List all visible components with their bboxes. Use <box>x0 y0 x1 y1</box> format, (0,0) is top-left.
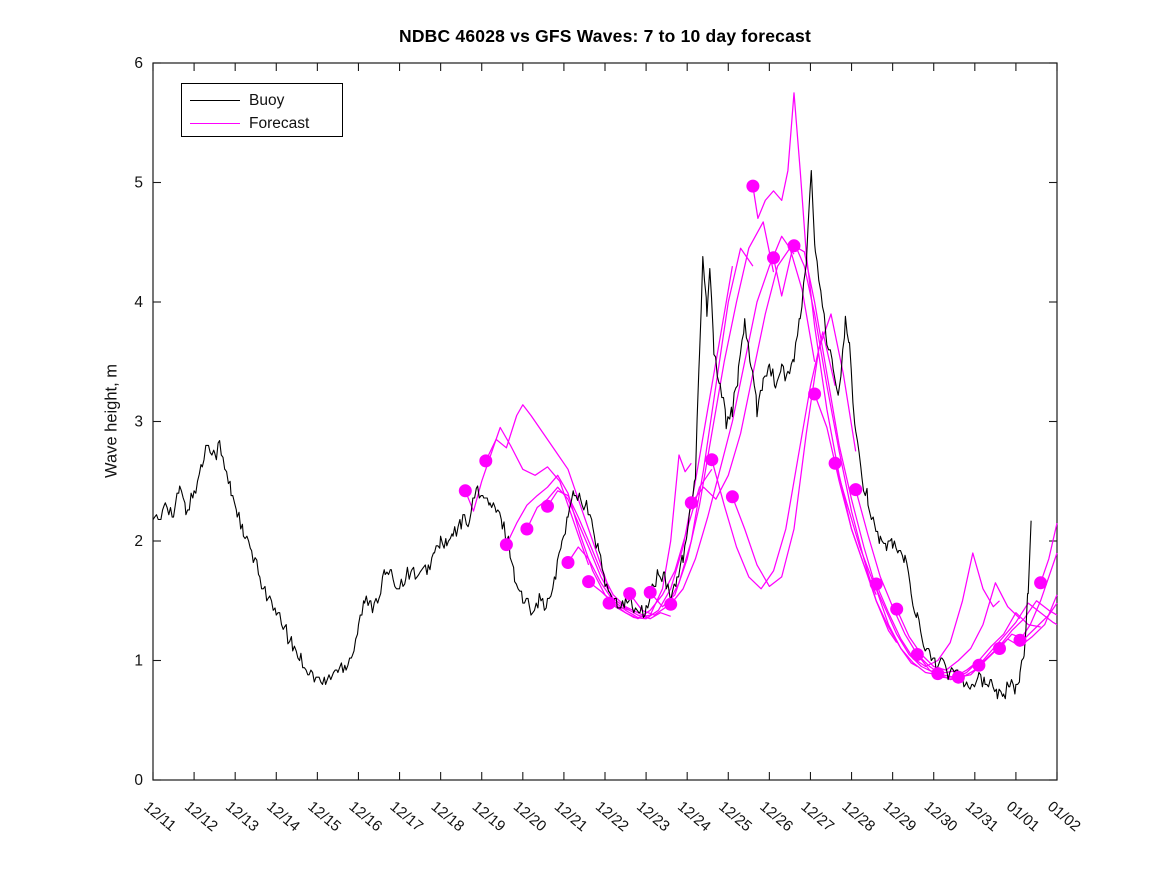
forecast-line-swatch <box>190 123 240 124</box>
forecast-start-marker <box>643 585 657 599</box>
chart-title: NDBC 46028 vs GFS Waves: 7 to 10 day for… <box>399 26 811 46</box>
x-tick-label: 12/14 <box>263 798 303 835</box>
forecast-start-marker <box>684 496 698 510</box>
forecast-start-marker <box>951 670 965 684</box>
x-tick-label: 12/20 <box>510 798 550 835</box>
forecast-start-marker <box>787 239 801 253</box>
forecast-start-marker <box>993 642 1006 655</box>
forecast-start-marker <box>931 667 945 681</box>
x-tick-label: 12/27 <box>798 798 838 835</box>
forecast-start-marker <box>705 453 719 467</box>
forecast-start-marker <box>910 648 924 661</box>
forecast-run-line <box>608 265 734 620</box>
y-tick-label: 6 <box>134 55 143 72</box>
forecast-start-marker <box>725 490 739 504</box>
forecast-start-marker <box>561 556 575 569</box>
legend-label-forecast: Forecast <box>249 114 310 132</box>
forecast-start-marker <box>1013 633 1027 647</box>
y-tick-label: 0 <box>134 772 143 789</box>
forecast-start-marker <box>623 587 637 601</box>
x-tick-label: 12/15 <box>304 798 344 835</box>
x-tick-label: 12/16 <box>346 798 386 835</box>
x-tick-label: 12/13 <box>222 798 262 835</box>
forecast-run-line <box>875 552 1000 668</box>
x-tick-label: 12/26 <box>756 798 796 835</box>
x-tick-label: 01/01 <box>1003 798 1043 835</box>
forecast-start-marker <box>520 522 534 536</box>
forecast-run-line <box>1019 552 1058 641</box>
x-tick-label: 12/30 <box>921 798 961 835</box>
x-tick-label: 12/24 <box>674 798 714 835</box>
buoy-line-swatch <box>190 100 240 101</box>
x-tick-label: 01/02 <box>1044 798 1084 835</box>
x-tick-label: 12/23 <box>633 798 673 835</box>
forecast-start-marker <box>869 577 883 591</box>
x-tick-label: 12/11 <box>140 798 179 834</box>
forecast-run-line <box>731 313 857 588</box>
forecast-run-line <box>752 92 877 596</box>
x-tick-label: 12/29 <box>880 798 920 835</box>
forecast-start-marker <box>664 597 678 611</box>
y-tick-label: 4 <box>134 294 143 311</box>
x-tick-label: 12/22 <box>592 798 632 835</box>
x-tick-label: 12/25 <box>715 798 755 835</box>
forecast-run-line <box>546 490 671 620</box>
forecast-run-line <box>485 404 610 590</box>
y-tick-label: 1 <box>134 653 143 670</box>
legend-entry-buoy: Buoy <box>190 89 342 112</box>
x-tick-label: 12/17 <box>387 798 427 835</box>
forecast-run-line <box>999 602 1058 649</box>
forecast-start-marker <box>582 575 596 589</box>
y-tick-label: 5 <box>134 175 143 192</box>
forecast-start-marker <box>828 456 842 470</box>
forecast-start-marker <box>499 538 513 552</box>
forecast-start-marker <box>849 483 863 497</box>
x-tick-label: 12/18 <box>428 798 468 835</box>
axes-box <box>152 62 1058 781</box>
x-tick-label: 12/19 <box>469 798 509 835</box>
forecast-run-line <box>629 247 754 616</box>
forecast-start-marker <box>972 658 986 672</box>
y-tick-label: 3 <box>134 414 143 431</box>
legend-entry-forecast: Forecast <box>190 112 342 135</box>
x-tick-label: 12/31 <box>962 798 1002 835</box>
x-tick-label: 12/21 <box>551 798 591 835</box>
forecast-start-marker <box>1034 576 1048 590</box>
forecast-start-marker <box>808 387 822 401</box>
legend-label-buoy: Buoy <box>249 91 285 109</box>
forecast-start-marker <box>746 179 760 193</box>
forecast-run-line <box>814 393 938 676</box>
forecast-start-marker <box>458 484 472 498</box>
forecast-run-line <box>1040 522 1058 584</box>
forecast-start-marker <box>602 596 616 610</box>
buoy-series-line <box>152 169 1032 700</box>
forecast-start-marker <box>541 499 554 513</box>
forecast-run-line <box>464 426 590 566</box>
legend-box: Buoy Forecast <box>181 83 343 137</box>
forecast-run-line <box>711 331 836 590</box>
forecast-start-marker <box>767 251 780 265</box>
x-tick-label: 12/28 <box>839 798 879 835</box>
forecast-start-marker <box>479 454 493 468</box>
forecast-start-marker <box>890 602 904 616</box>
x-tick-label: 12/12 <box>181 798 221 835</box>
y-tick-label: 2 <box>134 533 143 550</box>
